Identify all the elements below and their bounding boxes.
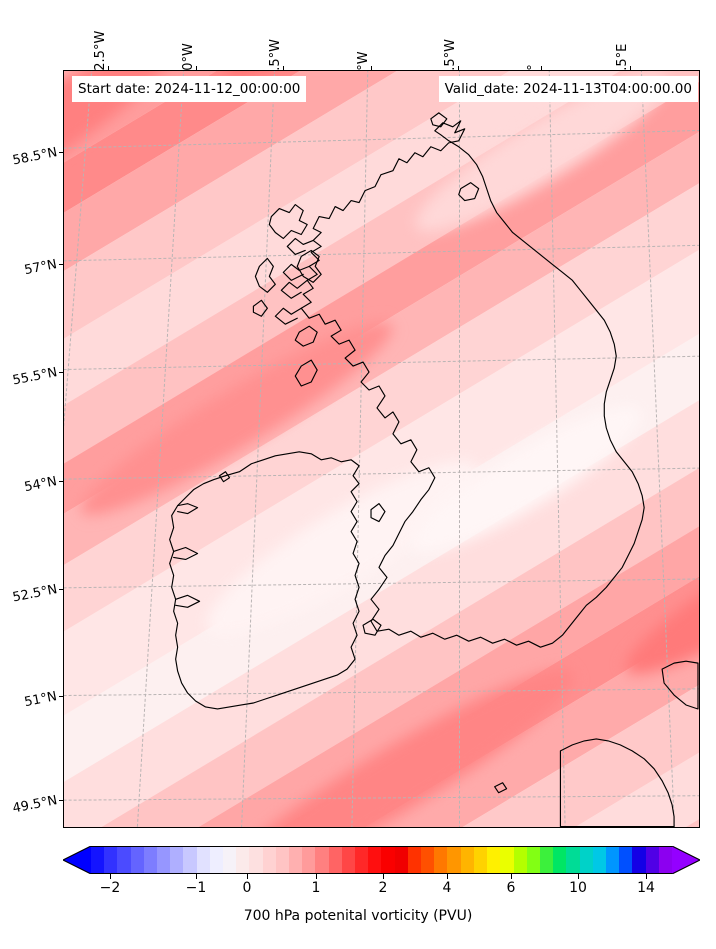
- lat-label-0: 58.5°N: [11, 145, 59, 169]
- colorbar-cell: [289, 847, 303, 873]
- colorbar-tick: [511, 874, 512, 879]
- colorbar-cell: [262, 847, 276, 873]
- colorbar-cell: [473, 847, 488, 873]
- colorbar-cell: [170, 847, 184, 873]
- coastline-scotland-west: [274, 237, 314, 325]
- colorbar-cell: [381, 847, 395, 873]
- colorbar-tick-label: 0: [242, 880, 252, 896]
- coastline-northern-france: [559, 738, 675, 827]
- colorbar-cell: [447, 847, 461, 873]
- coastline-anglesey: [362, 618, 382, 636]
- colorbar-tick-label: 14: [637, 880, 655, 896]
- coastline-low-countries: [661, 660, 699, 710]
- colorbar-cell: [526, 847, 540, 873]
- colorbar-cell: [434, 847, 448, 873]
- lat-label-1: 57°N: [23, 257, 59, 279]
- colorbar-title: 700 hPa potenital vorticity (PVU): [243, 908, 473, 924]
- colorbar-cell: [209, 847, 224, 873]
- colorbar-cell: [104, 847, 118, 873]
- colorbar-cell: [658, 847, 672, 873]
- colorbar-cell: [368, 847, 382, 873]
- coastline-north-isles: [430, 112, 448, 128]
- coastline-outer-hebrides-lewis: [268, 204, 308, 240]
- colorbar-tick: [247, 874, 248, 879]
- colorbar-cell: [579, 847, 593, 873]
- colorbar-tick-label: 1: [311, 880, 321, 896]
- coastline-small-island: [218, 471, 231, 483]
- lat-label-5: 51°N: [23, 689, 59, 711]
- coastline-small-island: [494, 782, 508, 794]
- lat-label-3: 54°N: [23, 474, 59, 496]
- coastline-ireland: [169, 451, 360, 710]
- colorbar-cell: [407, 847, 422, 873]
- colorbar-tick: [383, 874, 384, 879]
- colorbar-tick: [110, 874, 111, 879]
- lat-label-2: 55.5°N: [11, 365, 59, 389]
- colorbar-cell: [275, 847, 290, 873]
- colorbar-cell: [460, 847, 474, 873]
- colorbar-cell: [183, 847, 197, 873]
- map-axes[interactable]: [63, 70, 700, 828]
- colorbar-cell: [539, 847, 554, 873]
- colorbar-cell: [632, 847, 646, 873]
- colorbar-tick-label: 6: [506, 880, 516, 896]
- coastline-isle-of-man: [370, 503, 386, 523]
- colorbar-tick: [578, 874, 579, 879]
- colorbar-high-extend-arrow: [672, 846, 700, 874]
- colorbar-cell: [619, 847, 633, 873]
- colorbar-tick-label: −1: [185, 880, 207, 896]
- colorbar-cell: [394, 847, 408, 873]
- colorbar-cell: [328, 847, 342, 873]
- colorbar-tick-label: 2: [378, 880, 388, 896]
- colorbar-cell: [605, 847, 620, 873]
- colorbar-cell: [117, 847, 131, 873]
- colorbar-cell: [566, 847, 580, 873]
- colorbar-gradient[interactable]: [91, 846, 672, 874]
- colorbar-cell: [223, 847, 237, 873]
- coastline-isle-of-mull: [294, 325, 318, 347]
- colorbar-low-extend-arrow: [63, 846, 91, 874]
- colorbar-cell: [341, 847, 356, 873]
- coastline-outer-hebrides-barra: [252, 299, 268, 317]
- colorbar-tick: [646, 874, 647, 879]
- lat-label-4: 52.5°N: [11, 582, 59, 606]
- colorbar-tick-label: 10: [569, 880, 587, 896]
- colorbar-cell: [249, 847, 263, 873]
- colorbar-cell: [91, 847, 105, 873]
- colorbar-tick: [196, 874, 197, 879]
- colorbar-cell: [157, 847, 171, 873]
- colorbar-cell: [236, 847, 250, 873]
- map-plot-area: [64, 71, 699, 827]
- coastline-great-britain: [300, 120, 645, 648]
- colorbar-cell: [143, 847, 158, 873]
- colorbar-cell: [553, 847, 567, 873]
- colorbar-cell: [355, 847, 369, 873]
- coastline-islay-jura: [294, 359, 318, 387]
- colorbar-tick-label: 4: [442, 880, 452, 896]
- colorbar-tick: [447, 874, 448, 879]
- coastline-overlay: [169, 112, 699, 827]
- coastline-outer-hebrides-uist: [254, 257, 276, 293]
- lat-label-6: 49.5°N: [11, 793, 59, 817]
- colorbar-cell: [302, 847, 316, 873]
- colorbar-tick-label: −2: [99, 880, 121, 896]
- colorbar-tick: [316, 874, 317, 879]
- colorbar-cell: [500, 847, 514, 873]
- coastline-isle-of-skye: [296, 249, 322, 283]
- colorbar-cell: [592, 847, 606, 873]
- colorbar-cell: [421, 847, 435, 873]
- coastline-ireland-west-inlets: [173, 503, 201, 608]
- colorbar-cell: [130, 847, 144, 873]
- colorbar-cell: [645, 847, 659, 873]
- colorbar[interactable]: [63, 846, 700, 874]
- colorbar-cell: [487, 847, 501, 873]
- colorbar-cell: [513, 847, 527, 873]
- coastline-orkney: [458, 182, 480, 202]
- colorbar-cell: [315, 847, 329, 873]
- colorbar-cell: [196, 847, 210, 873]
